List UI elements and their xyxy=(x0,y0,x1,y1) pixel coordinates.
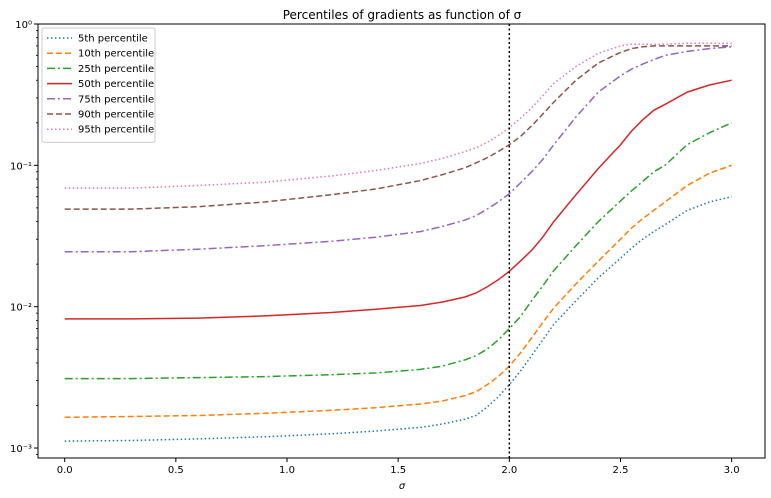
x-tick-label: 0.0 xyxy=(57,465,73,476)
x-tick-label: 2.0 xyxy=(501,465,517,476)
series-line-7 xyxy=(64,42,732,189)
x-axis-label: σ xyxy=(399,481,406,492)
y-tick-label: 10⁰ xyxy=(15,20,32,31)
series-line-4 xyxy=(64,79,732,320)
legend-label: 75th percentile xyxy=(78,94,154,105)
x-axis: 0.0 0.5 1.0 1.5 2.0 2.5 3.0 xyxy=(57,458,740,476)
y-tick-label: 10⁻³ xyxy=(10,444,32,455)
y-tick-label: 10⁻¹ xyxy=(10,161,32,172)
x-tick-label: 0.5 xyxy=(168,465,184,476)
chart-title: Percentiles of gradients as function of … xyxy=(283,8,522,22)
y-axis: 10⁻³ 10⁻² 10⁻¹ 10⁰ xyxy=(10,20,38,455)
legend-label: 90th percentile xyxy=(78,110,154,121)
series-line-6 xyxy=(64,45,732,210)
legend-label: 95th percentile xyxy=(78,125,154,136)
x-tick-label: 2.5 xyxy=(613,465,629,476)
legend-label: 50th percentile xyxy=(78,79,154,90)
plot-area xyxy=(64,24,733,458)
y-tick-label: 10⁻² xyxy=(10,303,32,314)
x-tick-label: 1.5 xyxy=(390,465,406,476)
series-line-1 xyxy=(64,195,732,442)
plot-frame xyxy=(37,23,766,459)
legend-label: 10th percentile xyxy=(78,49,154,60)
series-line-5 xyxy=(64,46,732,253)
x-tick-label: 3.0 xyxy=(724,465,740,476)
x-tick-label: 1.0 xyxy=(279,465,295,476)
legend-label: 25th percentile xyxy=(78,64,154,75)
legend: 5th percentile 10th percentile 25th percen… xyxy=(41,27,156,143)
series-group xyxy=(64,42,733,442)
series-line-2 xyxy=(64,164,732,419)
legend-label: 5th percentile xyxy=(78,34,148,45)
